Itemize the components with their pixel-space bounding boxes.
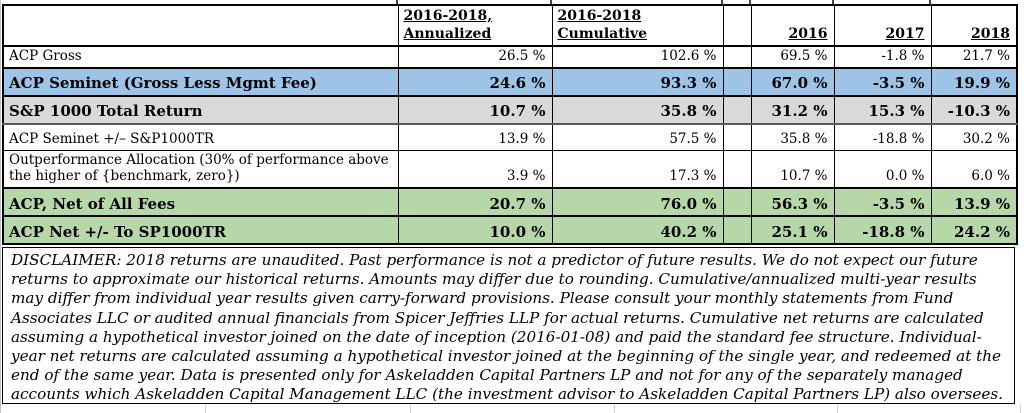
sheet-gridline-stub (1020, 404, 1021, 413)
sheet-gridline-stub (550, 0, 552, 5)
header-row: 2016-2018, Annualized 2016-2018 Cumulati… (2, 4, 1018, 47)
table-cell[interactable]: 102.6 % (551, 45, 724, 69)
table-cell[interactable]: 20.7 % (397, 187, 553, 218)
table-cell[interactable]: -1.8 % (833, 45, 932, 69)
table-cell[interactable]: 17.3 % (551, 149, 724, 189)
row-acp-gross: ACP Gross 26.5 % 102.6 % 69.5 % -1.8 % 2… (2, 45, 1018, 69)
table-cell[interactable]: 10.7 % (397, 95, 553, 125)
disclaimer-text-box[interactable]: DISCLAIMER: 2018 returns are unaudited. … (2, 247, 1015, 404)
table-cell[interactable]: -10.3 % (930, 95, 1018, 125)
row-label[interactable]: S&P 1000 Total Return (2, 95, 399, 125)
row-acp-net-vs-benchmark: ACP Net +/- To SP1000TR 10.0 % 40.2 % 25… (2, 215, 1018, 246)
table-cell[interactable]: 30.2 % (930, 123, 1018, 151)
table-cell[interactable]: 67.0 % (750, 67, 835, 97)
sheet-gridline-stub (832, 0, 834, 5)
sheet-gridline-stub (929, 0, 931, 5)
table-cell[interactable]: 25.1 % (750, 215, 835, 246)
table-cell[interactable]: 10.0 % (397, 215, 553, 246)
row-label[interactable]: ACP Seminet +/– S&P1000TR (2, 123, 399, 151)
sheet-gridline-stub (410, 404, 411, 413)
header-2017[interactable]: 2017 (833, 4, 932, 47)
sheet-gridline-stub (614, 404, 615, 413)
header-annualized[interactable]: 2016-2018, Annualized (397, 4, 553, 47)
row-outperformance-allocation: Outperformance Allocation (30% of perfor… (2, 149, 1018, 189)
table-cell[interactable]: 13.9 % (930, 187, 1018, 218)
table-cell[interactable]: -3.5 % (833, 67, 932, 97)
sheet-gridline-stub (721, 0, 723, 5)
table-cell[interactable]: 26.5 % (397, 45, 553, 69)
row-label[interactable]: ACP Seminet (Gross Less Mgmt Fee) (2, 67, 399, 97)
table-cell[interactable]: -18.8 % (833, 123, 932, 151)
row-label[interactable]: ACP, Net of All Fees (2, 187, 399, 218)
spacer-cell[interactable] (722, 123, 752, 151)
header-2018[interactable]: 2018 (930, 4, 1018, 47)
table-cell[interactable]: 40.2 % (551, 215, 724, 246)
table-cell[interactable]: 6.0 % (930, 149, 1018, 189)
table-cell[interactable]: 19.9 % (930, 67, 1018, 97)
table-cell[interactable]: 31.2 % (750, 95, 835, 125)
table-cell[interactable]: 3.9 % (397, 149, 553, 189)
row-label[interactable]: ACP Net +/- To SP1000TR (2, 215, 399, 246)
sheet-gridline-stub (749, 0, 751, 5)
spacer-cell[interactable] (722, 95, 752, 125)
table-cell-negative-highlight[interactable]: -3.5 % (833, 187, 932, 218)
header-cumulative[interactable]: 2016-2018 Cumulative (551, 4, 724, 47)
table-cell[interactable]: 13.9 % (397, 123, 553, 151)
table-cell-negative-highlight[interactable]: -18.8 % (833, 215, 932, 246)
spacer-cell[interactable] (722, 215, 752, 246)
performance-table: 2016-2018, Annualized 2016-2018 Cumulati… (2, 4, 1018, 246)
table-cell[interactable]: 69.5 % (750, 45, 835, 69)
table-cell[interactable]: 35.8 % (551, 95, 724, 125)
table-cell[interactable]: 21.7 % (930, 45, 1018, 69)
sheet-gridline-stub (837, 404, 838, 413)
row-acp-net-of-all-fees: ACP, Net of All Fees 20.7 % 76.0 % 56.3 … (2, 187, 1018, 218)
table-cell[interactable]: 76.0 % (551, 187, 724, 218)
row-sp1000-total-return: S&P 1000 Total Return 10.7 % 35.8 % 31.2… (2, 95, 1018, 125)
row-label[interactable]: Outperformance Allocation (30% of perfor… (2, 149, 399, 189)
table-cell[interactable]: 56.3 % (750, 187, 835, 218)
spacer-cell[interactable] (722, 149, 752, 189)
spacer-cell[interactable] (722, 45, 752, 69)
sheet-gridline-stub (396, 0, 398, 5)
sheet-gridline-left (0, 0, 1, 413)
row-label[interactable]: ACP Gross (2, 45, 399, 69)
header-spacer-cell[interactable] (722, 4, 752, 47)
row-acp-seminet: ACP Seminet (Gross Less Mgmt Fee) 24.6 %… (2, 67, 1018, 97)
table-cell[interactable]: 0.0 % (833, 149, 932, 189)
header-2016[interactable]: 2016 (750, 4, 835, 47)
table-cell[interactable]: 93.3 % (551, 67, 724, 97)
header-row-label-cell[interactable] (2, 4, 399, 47)
table-cell[interactable]: 57.5 % (551, 123, 724, 151)
table-cell[interactable]: 24.2 % (930, 215, 1018, 246)
table-cell[interactable]: 15.3 % (833, 95, 932, 125)
spacer-cell[interactable] (722, 67, 752, 97)
table-cell[interactable]: 10.7 % (750, 149, 835, 189)
table-cell[interactable]: 35.8 % (750, 123, 835, 151)
spacer-cell[interactable] (722, 187, 752, 218)
table-cell[interactable]: 24.6 % (397, 67, 553, 97)
row-seminet-vs-benchmark: ACP Seminet +/– S&P1000TR 13.9 % 57.5 % … (2, 123, 1018, 151)
sheet-gridline-stub (205, 404, 206, 413)
